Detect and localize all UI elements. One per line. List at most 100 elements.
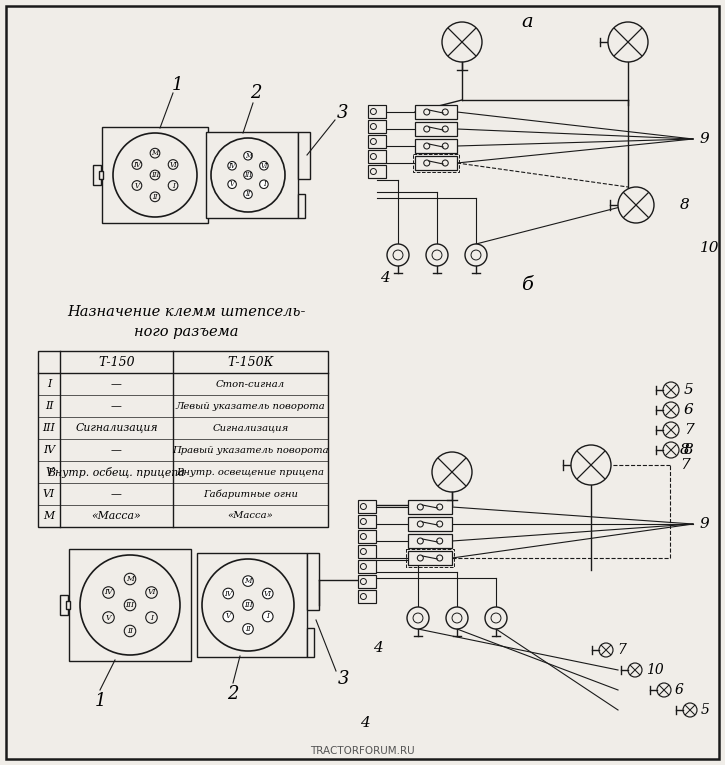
- Bar: [38, 351, 328, 527]
- Circle shape: [370, 154, 376, 159]
- Bar: [413, 154, 459, 172]
- Text: 4: 4: [373, 641, 383, 655]
- Circle shape: [262, 611, 273, 622]
- Circle shape: [432, 250, 442, 260]
- Circle shape: [442, 160, 448, 166]
- Text: V: V: [134, 181, 139, 190]
- Bar: [102, 127, 208, 223]
- Text: IV: IV: [104, 588, 113, 597]
- Text: III: III: [43, 423, 55, 433]
- Text: TRACTORFORUM.RU: TRACTORFORUM.RU: [310, 746, 415, 756]
- Text: «Масса»: «Масса»: [228, 512, 273, 520]
- Text: 3: 3: [339, 670, 349, 688]
- Circle shape: [124, 573, 136, 584]
- Circle shape: [436, 504, 443, 510]
- Text: 4: 4: [360, 716, 370, 730]
- Circle shape: [113, 133, 197, 217]
- Bar: [408, 517, 452, 531]
- Circle shape: [432, 452, 472, 492]
- Text: 8: 8: [680, 443, 689, 457]
- Text: 5: 5: [701, 703, 710, 717]
- Text: Внутр. освещение прицепа: Внутр. освещение прицепа: [176, 467, 325, 477]
- Circle shape: [387, 244, 409, 266]
- Bar: [307, 628, 314, 657]
- Circle shape: [370, 168, 376, 174]
- Text: 1: 1: [94, 692, 106, 710]
- Bar: [358, 545, 376, 558]
- Circle shape: [360, 503, 366, 509]
- Circle shape: [370, 109, 376, 115]
- Bar: [358, 500, 376, 513]
- Circle shape: [262, 588, 273, 599]
- Text: Стоп-сигнал: Стоп-сигнал: [216, 379, 285, 389]
- Circle shape: [418, 504, 423, 510]
- Text: V: V: [225, 613, 231, 620]
- Circle shape: [211, 138, 285, 212]
- Bar: [66, 601, 70, 609]
- Text: 9: 9: [700, 517, 710, 531]
- Circle shape: [228, 180, 236, 188]
- Circle shape: [423, 109, 430, 115]
- Circle shape: [103, 587, 115, 598]
- Text: VI: VI: [169, 161, 177, 168]
- Circle shape: [423, 126, 430, 132]
- Bar: [408, 500, 452, 514]
- Bar: [368, 105, 386, 118]
- Text: M: M: [244, 577, 252, 585]
- Text: Внутр. осбещ. прицепа: Внутр. осбещ. прицепа: [48, 467, 186, 477]
- Circle shape: [360, 519, 366, 525]
- Text: VI: VI: [43, 489, 55, 499]
- Text: IV: IV: [228, 161, 236, 170]
- Circle shape: [436, 538, 443, 544]
- Text: I: I: [150, 614, 153, 621]
- Text: M: M: [152, 149, 159, 157]
- Text: «Масса»: «Масса»: [91, 511, 141, 521]
- Text: 2: 2: [250, 84, 262, 102]
- Bar: [368, 150, 386, 163]
- Circle shape: [436, 555, 443, 561]
- Circle shape: [244, 171, 252, 179]
- Circle shape: [228, 161, 236, 170]
- Text: 4: 4: [380, 271, 390, 285]
- Bar: [368, 120, 386, 133]
- Circle shape: [442, 109, 448, 115]
- Text: II: II: [127, 627, 133, 635]
- Circle shape: [491, 613, 501, 623]
- Circle shape: [452, 613, 462, 623]
- Circle shape: [223, 588, 233, 599]
- Bar: [358, 575, 376, 588]
- Bar: [197, 553, 307, 657]
- Text: 10: 10: [700, 241, 719, 255]
- Circle shape: [146, 612, 157, 623]
- Circle shape: [103, 612, 115, 623]
- Circle shape: [150, 192, 160, 202]
- Bar: [60, 595, 68, 615]
- Bar: [415, 122, 457, 136]
- Circle shape: [393, 250, 403, 260]
- Text: 9: 9: [700, 132, 710, 146]
- Circle shape: [418, 521, 423, 527]
- Text: III: III: [244, 601, 252, 609]
- Circle shape: [418, 538, 423, 544]
- Bar: [93, 165, 101, 185]
- Text: Сигнализация: Сигнализация: [75, 423, 158, 433]
- Bar: [358, 530, 376, 543]
- Circle shape: [244, 190, 252, 198]
- Circle shape: [571, 445, 611, 485]
- Circle shape: [471, 250, 481, 260]
- Text: V: V: [230, 181, 234, 188]
- Circle shape: [657, 683, 671, 697]
- Bar: [408, 534, 452, 548]
- Circle shape: [244, 151, 252, 160]
- Circle shape: [150, 148, 160, 158]
- Bar: [406, 549, 454, 567]
- Circle shape: [683, 703, 697, 717]
- Bar: [415, 156, 457, 170]
- Circle shape: [150, 170, 160, 180]
- Circle shape: [608, 22, 648, 62]
- Text: 3: 3: [337, 104, 349, 122]
- Text: V: V: [45, 467, 53, 477]
- Text: II: II: [245, 190, 251, 198]
- Text: —: —: [111, 401, 122, 411]
- Text: II: II: [152, 193, 158, 201]
